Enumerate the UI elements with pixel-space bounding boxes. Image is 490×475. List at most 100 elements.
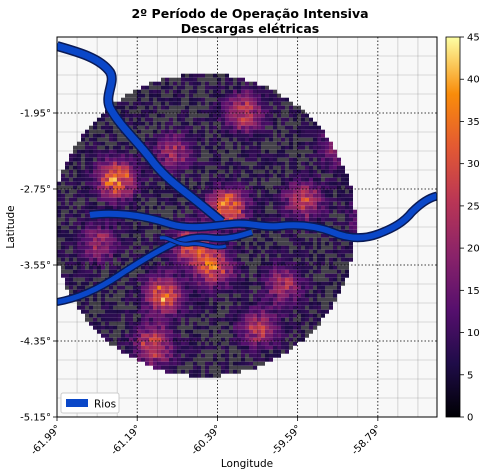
heat-cell (93, 269, 97, 274)
heat-cell (157, 233, 161, 238)
heat-cell (69, 289, 73, 294)
heat-cell (161, 181, 165, 186)
heat-cell (161, 125, 165, 130)
heat-cell (177, 325, 181, 330)
heat-cell (105, 329, 109, 334)
heat-cell (213, 289, 217, 294)
heat-cell (81, 285, 85, 290)
heat-cell (141, 277, 145, 282)
heat-cell (249, 301, 253, 306)
heat-cell (217, 157, 221, 162)
heat-cell (161, 329, 165, 334)
heat-cell (109, 273, 113, 278)
heat-cell (237, 277, 241, 282)
heat-cell (253, 281, 257, 286)
heat-cell (113, 233, 117, 238)
heat-cell (293, 129, 297, 134)
heat-cell (273, 165, 277, 170)
heat-cell (221, 361, 225, 366)
heat-cell (141, 97, 145, 102)
heat-cell (81, 265, 85, 270)
heat-cell (69, 197, 73, 202)
heat-cell (217, 113, 221, 118)
heat-cell (249, 261, 253, 266)
heat-cell (105, 221, 109, 226)
heat-cell (113, 165, 117, 170)
heat-cell (313, 161, 317, 166)
heat-cell (209, 289, 213, 294)
heat-cell (121, 257, 125, 262)
heat-cell (297, 245, 301, 250)
heat-cell (333, 245, 337, 250)
heat-cell (225, 269, 229, 274)
heat-cell (309, 233, 313, 238)
heat-cell (105, 201, 109, 206)
heat-cell (249, 321, 253, 326)
heat-cell (105, 269, 109, 274)
heat-cell (169, 285, 173, 290)
heat-cell (125, 309, 129, 314)
heat-cell (105, 185, 109, 190)
heat-cell (177, 209, 181, 214)
heat-cell (101, 309, 105, 314)
heat-cell (241, 141, 245, 146)
heat-cell (185, 305, 189, 310)
heat-cell (201, 165, 205, 170)
heat-cell (189, 329, 193, 334)
heat-cell (101, 321, 105, 326)
heat-cell (217, 165, 221, 170)
heat-cell (277, 253, 281, 258)
heat-cell (289, 297, 293, 302)
heat-cell (209, 149, 213, 154)
heat-cell (193, 305, 197, 310)
heat-cell (109, 337, 113, 342)
heat-cell (93, 193, 97, 198)
heat-cell (257, 353, 261, 358)
heat-cell (233, 189, 237, 194)
heat-cell (109, 237, 113, 242)
heat-cell (189, 265, 193, 270)
heat-cell (241, 133, 245, 138)
heat-cell (109, 253, 113, 258)
heat-cell (201, 301, 205, 306)
heat-cell (121, 181, 125, 186)
heat-cell (241, 113, 245, 118)
heat-cell (221, 281, 225, 286)
heat-cell (69, 265, 73, 270)
heat-cell (217, 361, 221, 366)
heat-cell (185, 101, 189, 106)
heat-cell (157, 309, 161, 314)
heat-cell (213, 201, 217, 206)
heat-cell (225, 81, 229, 86)
heat-cell (201, 317, 205, 322)
heat-cell (133, 101, 137, 106)
heat-cell (269, 105, 273, 110)
heat-cell (273, 217, 277, 222)
heat-cell (273, 177, 277, 182)
heat-cell (193, 121, 197, 126)
heat-cell (105, 297, 109, 302)
heat-cell (253, 165, 257, 170)
heat-cell (317, 161, 321, 166)
heat-cell (253, 357, 257, 362)
heat-cell (197, 81, 201, 86)
heat-cell (289, 189, 293, 194)
heat-cell (125, 245, 129, 250)
heat-cell (177, 249, 181, 254)
heat-cell (225, 205, 229, 210)
heat-cell (137, 93, 141, 98)
heat-cell (97, 165, 101, 170)
heat-cell (297, 229, 301, 234)
heat-cell (249, 305, 253, 310)
heat-cell (113, 293, 117, 298)
heat-cell (313, 189, 317, 194)
heat-cell (201, 77, 205, 82)
heat-cell (245, 173, 249, 178)
heat-cell (249, 125, 253, 130)
heat-cell (241, 89, 245, 94)
heat-cell (229, 337, 233, 342)
heat-cell (261, 257, 265, 262)
heat-cell (141, 281, 145, 286)
heat-cell (189, 369, 193, 374)
heat-cell (341, 205, 345, 210)
